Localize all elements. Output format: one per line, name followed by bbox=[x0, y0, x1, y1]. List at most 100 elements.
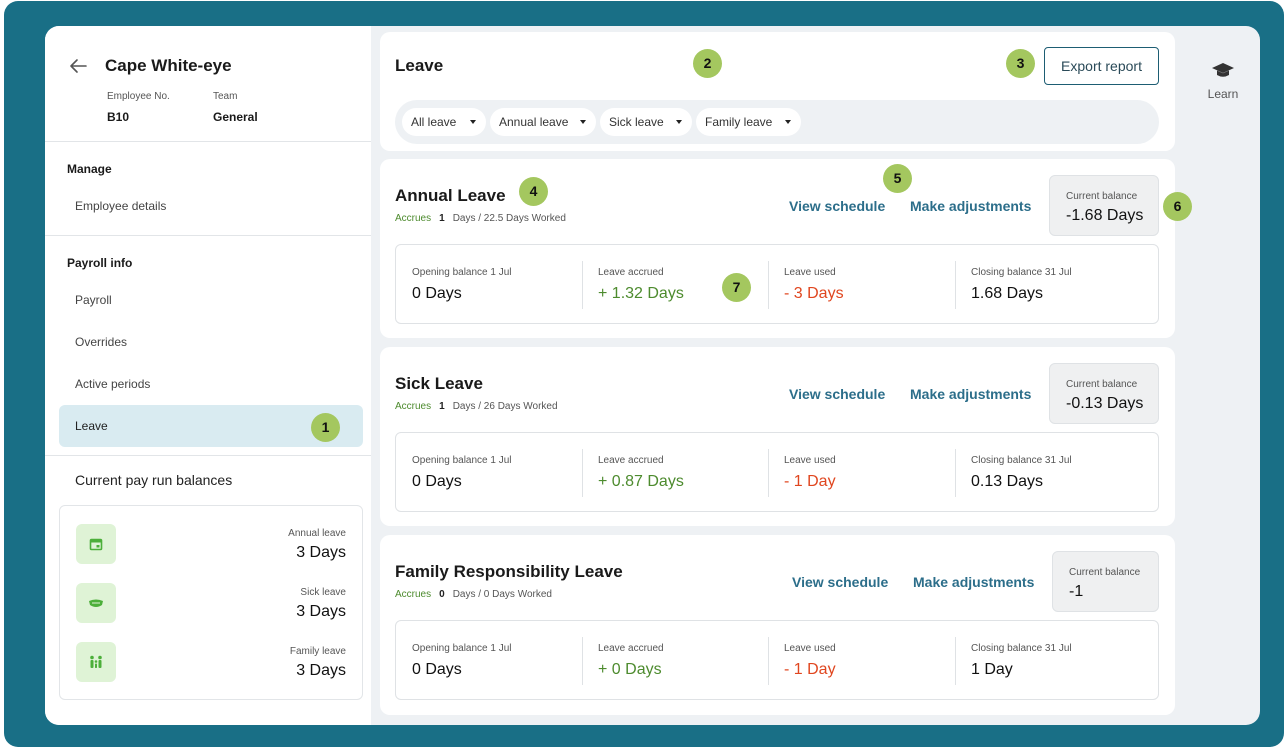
filter-label: Annual leave bbox=[499, 115, 569, 129]
stat-label: Leave used bbox=[784, 643, 836, 654]
current-pay-run-balances-title: Current pay run balances bbox=[75, 472, 233, 488]
current-balance-label: Current balance bbox=[1066, 379, 1138, 390]
annotation-badge-5: 5 bbox=[883, 164, 912, 193]
leave-card-title: Sick Leave bbox=[395, 374, 483, 393]
accrues-value: 1 bbox=[439, 213, 445, 224]
filter-sick-leave-dropdown[interactable]: Sick leave bbox=[600, 108, 692, 136]
leave-stats: Opening balance 1 Jul 0 Days Leave accru… bbox=[395, 432, 1159, 512]
stat-label: Leave accrued bbox=[598, 643, 664, 654]
accrual-rate: Accrues 1 Days / 22.5 Days Worked bbox=[395, 213, 566, 224]
stat-value: + 0 Days bbox=[598, 661, 662, 678]
sidebar-item-employee-details[interactable]: Employee details bbox=[75, 199, 167, 213]
sidebar-item-overrides[interactable]: Overrides bbox=[75, 335, 128, 349]
stat-label: Opening balance 1 Jul bbox=[412, 455, 512, 466]
annotation-badge-7: 7 bbox=[722, 273, 751, 302]
stat-label: Closing balance 31 Jul bbox=[971, 643, 1072, 654]
make-adjustments-link[interactable]: Make adjustments bbox=[910, 198, 1032, 214]
leave-stats: Opening balance 1 Jul 0 Days Leave accru… bbox=[395, 620, 1159, 700]
current-balance-box: Current balance -0.13 Days bbox=[1049, 363, 1159, 424]
filter-annual-leave-dropdown[interactable]: Annual leave bbox=[490, 108, 596, 136]
sidebar-item-active-periods[interactable]: Active periods bbox=[75, 377, 151, 391]
manage-section-title: Manage bbox=[67, 162, 112, 176]
view-schedule-link[interactable]: View schedule bbox=[792, 574, 889, 590]
divider bbox=[955, 261, 956, 309]
current-balance-value: -1.68 Days bbox=[1066, 207, 1144, 224]
divider bbox=[768, 449, 769, 497]
filter-family-leave-dropdown[interactable]: Family leave bbox=[696, 108, 801, 136]
annotation-badge-2: 2 bbox=[693, 49, 722, 78]
caret-down-icon bbox=[580, 120, 586, 124]
closing-balance-stat: Closing balance 31 Jul 1.68 Days bbox=[955, 245, 1155, 325]
divider bbox=[768, 261, 769, 309]
learn-label: Learn bbox=[1207, 87, 1239, 101]
stat-label: Leave accrued bbox=[598, 455, 664, 466]
leave-accrued-stat: Leave accrued + 1.32 Days bbox=[582, 245, 768, 325]
accrues-label: Accrues bbox=[395, 589, 432, 600]
divider bbox=[582, 637, 583, 685]
stat-label: Leave used bbox=[784, 267, 836, 278]
stat-value: + 0.87 Days bbox=[598, 473, 684, 490]
annotation-badge-4: 4 bbox=[519, 177, 548, 206]
filter-all-leave-dropdown[interactable]: All leave bbox=[402, 108, 486, 136]
leave-used-stat: Leave used - 1 Day bbox=[768, 433, 954, 513]
stat-label: Opening balance 1 Jul bbox=[412, 267, 512, 278]
stat-value: 0.13 Days bbox=[971, 473, 1044, 490]
current-balance-value: -0.13 Days bbox=[1066, 395, 1144, 412]
sidebar: Cape White-eye Employee No. B10 Team Gen… bbox=[45, 26, 371, 725]
stat-label: Opening balance 1 Jul bbox=[412, 643, 512, 654]
stat-value: 1.68 Days bbox=[971, 285, 1044, 302]
accrues-label: Accrues bbox=[395, 213, 432, 224]
current-balance-label: Current balance bbox=[1069, 567, 1141, 578]
leave-stats: Opening balance 1 Jul 0 Days Leave accru… bbox=[395, 244, 1159, 324]
leave-header-panel: Leave Export report All leave Annual lea… bbox=[380, 32, 1175, 151]
family-icon bbox=[76, 642, 116, 682]
accrues-label: Accrues bbox=[395, 401, 432, 412]
current-balance-value: -1 bbox=[1069, 583, 1084, 600]
filter-bar: All leave Annual leave Sick leave Family… bbox=[395, 100, 1159, 144]
leave-accrued-stat: Leave accrued + 0.87 Days bbox=[582, 433, 768, 513]
payroll-info-section-title: Payroll info bbox=[67, 256, 133, 270]
stat-label: Closing balance 31 Jul bbox=[971, 455, 1072, 466]
make-adjustments-link[interactable]: Make adjustments bbox=[910, 386, 1032, 402]
view-schedule-link[interactable]: View schedule bbox=[789, 198, 886, 214]
learn-button[interactable]: Learn bbox=[1201, 60, 1245, 101]
leave-accrued-stat: Leave accrued + 0 Days bbox=[582, 621, 768, 701]
annual-leave-balance-value: 3 Days bbox=[296, 544, 346, 561]
accrues-value: 1 bbox=[439, 401, 445, 412]
employee-name: Cape White-eye bbox=[105, 56, 232, 75]
export-report-button[interactable]: Export report bbox=[1044, 47, 1159, 85]
divider bbox=[45, 235, 371, 236]
view-schedule-link[interactable]: View schedule bbox=[789, 386, 886, 402]
app-window: Cape White-eye Employee No. B10 Team Gen… bbox=[45, 26, 1260, 725]
annotation-badge-3: 3 bbox=[1006, 49, 1035, 78]
leave-card-title: Annual Leave bbox=[395, 186, 506, 205]
employee-no-label: Employee No. bbox=[107, 91, 170, 102]
current-balance-box: Current balance -1.68 Days bbox=[1049, 175, 1159, 236]
make-adjustments-link[interactable]: Make adjustments bbox=[913, 574, 1035, 590]
sidebar-item-payroll[interactable]: Payroll bbox=[75, 293, 112, 307]
sick-leave-balance-label: Sick leave bbox=[300, 587, 346, 598]
filter-label: Family leave bbox=[705, 115, 773, 129]
accrual-rate: Accrues 1 Days / 26 Days Worked bbox=[395, 401, 558, 412]
current-balance-label: Current balance bbox=[1066, 191, 1138, 202]
leave-used-stat: Leave used - 1 Day bbox=[768, 621, 954, 701]
accrues-value: 0 bbox=[439, 589, 445, 600]
stat-value: 0 Days bbox=[412, 661, 462, 678]
caret-down-icon bbox=[676, 120, 682, 124]
stat-value: - 1 Day bbox=[784, 473, 836, 490]
sick-leave-card: Sick Leave Accrues 1 Days / 26 Days Worked… bbox=[380, 347, 1175, 526]
opening-balance-stat: Opening balance 1 Jul 0 Days bbox=[396, 433, 582, 513]
divider bbox=[582, 449, 583, 497]
calendar-icon bbox=[76, 524, 116, 564]
accrues-unit: Days / 22.5 Days Worked bbox=[452, 213, 566, 224]
graduation-cap-icon bbox=[1212, 63, 1234, 77]
family-leave-balance-label: Family leave bbox=[289, 646, 346, 657]
divider bbox=[582, 261, 583, 309]
page-title: Leave bbox=[395, 56, 444, 75]
back-arrow-icon[interactable] bbox=[67, 56, 89, 76]
divider bbox=[768, 637, 769, 685]
family-leave-balance-value: 3 Days bbox=[296, 662, 346, 679]
stat-label: Closing balance 31 Jul bbox=[971, 267, 1072, 278]
team-label: Team bbox=[213, 91, 238, 102]
stat-value: + 1.32 Days bbox=[598, 285, 684, 302]
